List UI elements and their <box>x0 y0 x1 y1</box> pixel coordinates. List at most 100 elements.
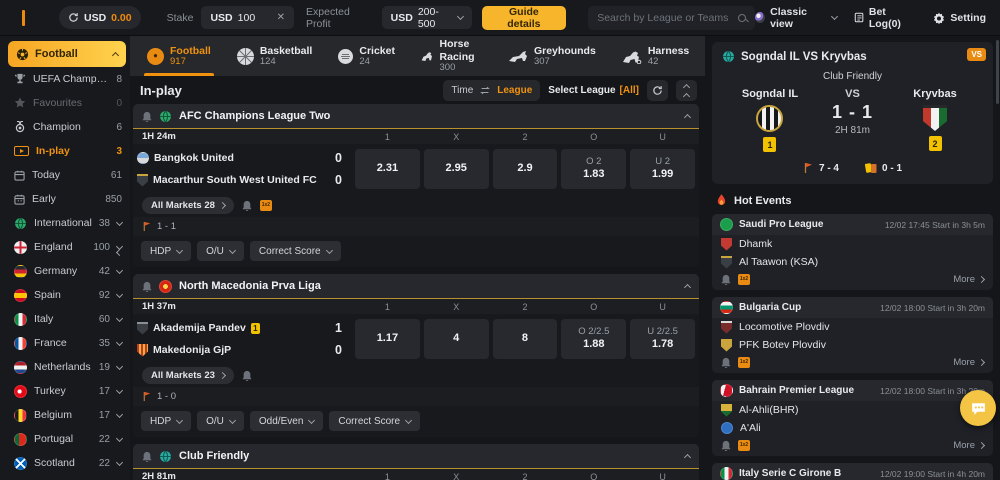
tab-football[interactable]: Football 917 <box>134 36 224 76</box>
market-pill-correct-score[interactable]: Correct Score <box>249 241 341 261</box>
sidebar-item-today[interactable]: Today 61 <box>8 163 126 187</box>
market-pill-ou[interactable]: O/U <box>197 411 244 431</box>
chevron-up-icon <box>683 113 692 122</box>
event-home-team[interactable]: Al-Ahli(BHR) <box>712 401 993 419</box>
sidebar-sport-header[interactable]: Football <box>8 41 126 67</box>
home-team-row[interactable]: Akademija Pandev 1 1 <box>137 320 351 337</box>
event-away-team[interactable]: PFK Botev Plovdiv <box>712 336 993 354</box>
odds-under[interactable]: U 2 1.99 <box>630 149 695 189</box>
market-pill-hdp[interactable]: HDP <box>141 411 192 431</box>
refresh-button[interactable] <box>647 79 668 101</box>
scrollbar-thumb[interactable] <box>996 40 999 104</box>
bet-types-badge-icon[interactable]: 1x2 <box>738 273 750 285</box>
sidebar-item-turkey[interactable]: Turkey 17 <box>8 379 126 403</box>
bet-types-badge-icon[interactable]: 1x2 <box>738 439 750 451</box>
away-team: Kryvbas 2 <box>887 88 983 151</box>
collapse-all-button[interactable] <box>676 79 697 101</box>
tab-cricket[interactable]: Cricket 24 <box>325 36 408 76</box>
match-league: Club Friendly <box>823 71 882 82</box>
sidebar-item-scotland[interactable]: Scotland 22 <box>8 451 126 475</box>
sidebar-item-inplay[interactable]: In-play 3 <box>8 139 126 163</box>
event-header[interactable]: Bahrain Premier League 12/02 18:00 Start… <box>712 380 993 401</box>
bell-icon[interactable] <box>721 440 731 451</box>
bell-icon[interactable] <box>721 274 731 285</box>
sidebar-item-italy[interactable]: Italy 60 <box>8 307 126 331</box>
sidebar-item-uefa-champions[interactable]: UEFA Champions L... 8 <box>8 67 126 91</box>
sidebar-item-international[interactable]: International 38 <box>8 211 126 235</box>
away-team-row[interactable]: Macarthur South West United FC 0 <box>137 172 351 189</box>
event-away-team[interactable]: A'Ali <box>712 419 993 437</box>
all-markets-link[interactable]: All Markets 28 <box>142 196 234 214</box>
market-pill-odd-even[interactable]: Odd/Even <box>249 411 324 431</box>
bell-icon <box>142 281 152 292</box>
bet-types-badge-icon[interactable]: 1x2 <box>259 199 272 211</box>
clear-stake-icon[interactable]: ✕ <box>276 12 286 23</box>
more-link[interactable]: More <box>953 440 986 451</box>
event-home-team[interactable]: Dhamk <box>712 235 993 253</box>
search-input[interactable] <box>597 11 733 24</box>
away-team-row[interactable]: Makedonija GjP 0 <box>137 342 351 359</box>
bell-icon[interactable] <box>242 370 252 381</box>
classic-view-select[interactable]: Classic view <box>755 6 838 30</box>
team-score: 0 <box>335 151 342 165</box>
odds-over[interactable]: O 2 1.83 <box>561 149 627 189</box>
event-header[interactable]: Italy Serie C Girone B 12/02 19:00 Start… <box>712 463 993 480</box>
sidebar-item-netherlands[interactable]: Netherlands 19 <box>8 355 126 379</box>
home-team-row[interactable]: Bangkok United 0 <box>137 150 351 167</box>
odds-2[interactable]: 8 <box>492 319 558 359</box>
tab-harness[interactable]: Harness 42 <box>609 36 702 76</box>
guide-details-button[interactable]: Guide details <box>481 5 567 30</box>
sidebar-item-count: 19 <box>98 361 110 373</box>
league-header[interactable]: Club Friendly <box>133 444 699 469</box>
sidebar-item-champion[interactable]: Champion 6 <box>8 115 126 139</box>
odds-x[interactable]: 4 <box>423 319 489 359</box>
event-away-team[interactable]: Al Taawon (KSA) <box>712 253 993 271</box>
chat-button[interactable] <box>960 390 996 426</box>
search-icon[interactable] <box>738 13 747 22</box>
bell-icon <box>142 111 152 122</box>
market-pill-correct-score[interactable]: Correct Score <box>329 411 421 431</box>
sidebar-item-portugal[interactable]: Portugal 22 <box>8 427 126 451</box>
tab-label: Football <box>170 44 211 57</box>
tab-greyhounds[interactable]: Greyhounds 307 <box>495 36 609 76</box>
sidebar-item-france[interactable]: France 35 <box>8 331 126 355</box>
col-under: U <box>659 131 666 142</box>
sidebar-collapse-handle[interactable] <box>115 242 124 260</box>
expected-profit-select[interactable]: USD 200-500 <box>381 6 472 30</box>
odds-x[interactable]: 2.95 <box>423 149 489 189</box>
sidebar-item-favourites[interactable]: Favourites 0 <box>8 91 126 115</box>
event-header[interactable]: Bulgaria Cup 12/02 18:00 Start in 3h 20m <box>712 297 993 318</box>
select-league-control[interactable]: Select League [All] <box>548 85 639 96</box>
sidebar-item-england[interactable]: England 100 <box>8 235 126 259</box>
sidebar-item-count: 17 <box>98 409 110 421</box>
sidebar-item-spain[interactable]: Spain 92 <box>8 283 126 307</box>
more-link[interactable]: More <box>953 274 986 285</box>
bell-icon[interactable] <box>242 200 252 211</box>
sidebar-item-germany[interactable]: Germany 42 <box>8 259 126 283</box>
tab-basketball[interactable]: Basketball 124 <box>224 36 326 76</box>
sort-toggle[interactable]: Time League <box>443 79 541 101</box>
league-header[interactable]: AFC Champions League Two <box>133 104 699 129</box>
col-1: 1 <box>384 131 390 142</box>
league-header[interactable]: North Macedonia Prva Liga <box>133 274 699 299</box>
tab-horse-racing[interactable]: Horse Racing 300 <box>408 36 495 76</box>
bet-log-button[interactable]: Bet Log(0) <box>854 6 917 30</box>
more-link[interactable]: More <box>953 357 986 368</box>
odds-2[interactable]: 2.9 <box>492 149 558 189</box>
all-markets-link[interactable]: All Markets 23 <box>142 366 234 384</box>
bet-types-badge-icon[interactable]: 1x2 <box>738 356 750 368</box>
sidebar-item-belgium[interactable]: Belgium 17 <box>8 403 126 427</box>
bell-icon[interactable] <box>721 357 731 368</box>
odds-1[interactable]: 2.31 <box>355 149 420 189</box>
odds-under[interactable]: U 2/2.5 1.78 <box>630 319 695 359</box>
market-pill-hdp[interactable]: HDP <box>141 241 192 261</box>
odds-1[interactable]: 1.17 <box>355 319 420 359</box>
odds-over[interactable]: O 2/2.5 1.88 <box>561 319 627 359</box>
setting-button[interactable]: Setting <box>933 12 986 24</box>
stake-input[interactable] <box>237 11 272 24</box>
event-header[interactable]: Saudi Pro League 12/02 17:45 Start in 3h… <box>712 214 993 235</box>
sidebar-item-early[interactable]: Early 850 <box>8 187 126 211</box>
event-home-team[interactable]: Locomotive Plovdiv <box>712 318 993 336</box>
market-pill-ou[interactable]: O/U <box>197 241 244 261</box>
balance-pill[interactable]: USD 0.00 <box>59 6 141 29</box>
